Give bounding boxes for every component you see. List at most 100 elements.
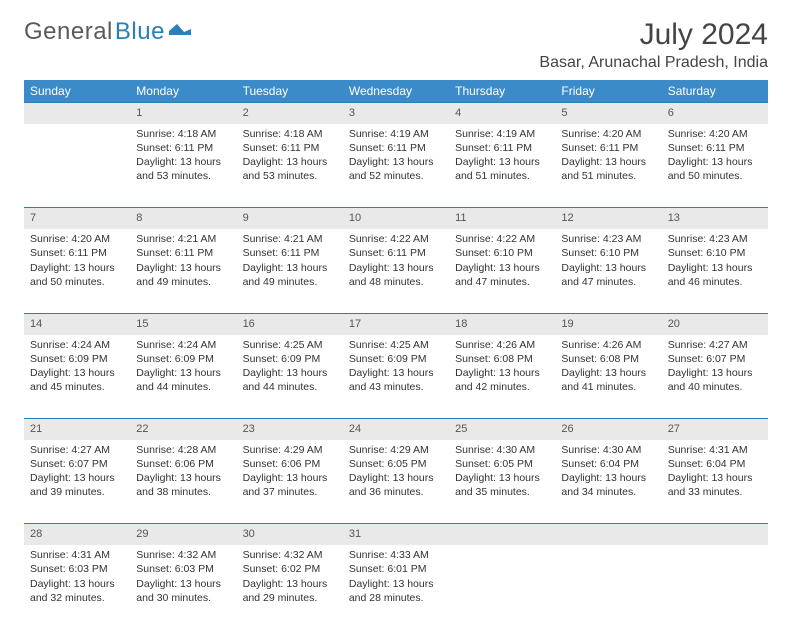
day-content-cell: Sunrise: 4:21 AMSunset: 6:11 PMDaylight:…	[130, 229, 236, 313]
day-number-cell: 27	[662, 419, 768, 440]
daylight-line: Daylight: 13 hours and 29 minutes.	[243, 577, 337, 605]
day-content-cell: Sunrise: 4:27 AMSunset: 6:07 PMDaylight:…	[662, 335, 768, 419]
sunset-line: Sunset: 6:11 PM	[243, 246, 337, 260]
logo: GeneralBlue	[24, 18, 191, 46]
sunset-line: Sunset: 6:11 PM	[243, 141, 337, 155]
title-block: July 2024 Basar, Arunachal Pradesh, Indi…	[539, 18, 768, 72]
daylight-line: Daylight: 13 hours and 40 minutes.	[668, 366, 762, 394]
daylight-line: Daylight: 13 hours and 36 minutes.	[349, 471, 443, 499]
day-content-cell	[662, 545, 768, 629]
day-content-cell	[449, 545, 555, 629]
daynum-row: 21222324252627	[24, 419, 768, 440]
day-content-cell: Sunrise: 4:24 AMSunset: 6:09 PMDaylight:…	[24, 335, 130, 419]
sunrise-line: Sunrise: 4:19 AM	[455, 127, 549, 141]
sunset-line: Sunset: 6:07 PM	[30, 457, 124, 471]
sunrise-line: Sunrise: 4:21 AM	[136, 232, 230, 246]
content-row: Sunrise: 4:31 AMSunset: 6:03 PMDaylight:…	[24, 545, 768, 629]
day-content-cell: Sunrise: 4:23 AMSunset: 6:10 PMDaylight:…	[555, 229, 661, 313]
day-content-cell: Sunrise: 4:23 AMSunset: 6:10 PMDaylight:…	[662, 229, 768, 313]
daylight-line: Daylight: 13 hours and 32 minutes.	[30, 577, 124, 605]
sunrise-line: Sunrise: 4:31 AM	[30, 548, 124, 562]
day-content-cell: Sunrise: 4:28 AMSunset: 6:06 PMDaylight:…	[130, 440, 236, 524]
sunrise-line: Sunrise: 4:22 AM	[455, 232, 549, 246]
day-number-cell: 17	[343, 313, 449, 334]
sunset-line: Sunset: 6:11 PM	[668, 141, 762, 155]
day-content-cell: Sunrise: 4:25 AMSunset: 6:09 PMDaylight:…	[237, 335, 343, 419]
day-number-cell: 9	[237, 208, 343, 229]
sunrise-line: Sunrise: 4:24 AM	[30, 338, 124, 352]
weekday-header: Monday	[130, 80, 236, 103]
daylight-line: Daylight: 13 hours and 53 minutes.	[136, 155, 230, 183]
sunrise-line: Sunrise: 4:19 AM	[349, 127, 443, 141]
sunrise-line: Sunrise: 4:23 AM	[668, 232, 762, 246]
sunset-line: Sunset: 6:02 PM	[243, 562, 337, 576]
day-content-cell: Sunrise: 4:19 AMSunset: 6:11 PMDaylight:…	[449, 124, 555, 208]
month-title: July 2024	[539, 18, 768, 52]
sunrise-line: Sunrise: 4:31 AM	[668, 443, 762, 457]
sunset-line: Sunset: 6:01 PM	[349, 562, 443, 576]
daylight-line: Daylight: 13 hours and 48 minutes.	[349, 261, 443, 289]
sunset-line: Sunset: 6:04 PM	[561, 457, 655, 471]
day-content-cell: Sunrise: 4:20 AMSunset: 6:11 PMDaylight:…	[555, 124, 661, 208]
sunset-line: Sunset: 6:10 PM	[561, 246, 655, 260]
sunset-line: Sunset: 6:11 PM	[561, 141, 655, 155]
daylight-line: Daylight: 13 hours and 34 minutes.	[561, 471, 655, 499]
sunrise-line: Sunrise: 4:32 AM	[243, 548, 337, 562]
day-number-cell: 6	[662, 103, 768, 124]
sunset-line: Sunset: 6:11 PM	[136, 246, 230, 260]
daylight-line: Daylight: 13 hours and 53 minutes.	[243, 155, 337, 183]
daylight-line: Daylight: 13 hours and 49 minutes.	[243, 261, 337, 289]
daylight-line: Daylight: 13 hours and 44 minutes.	[136, 366, 230, 394]
day-number-cell: 3	[343, 103, 449, 124]
sunrise-line: Sunrise: 4:29 AM	[243, 443, 337, 457]
sunrise-line: Sunrise: 4:30 AM	[561, 443, 655, 457]
weekday-header: Friday	[555, 80, 661, 103]
day-number-cell: 23	[237, 419, 343, 440]
daylight-line: Daylight: 13 hours and 47 minutes.	[455, 261, 549, 289]
day-content-cell: Sunrise: 4:27 AMSunset: 6:07 PMDaylight:…	[24, 440, 130, 524]
daynum-row: 28293031	[24, 524, 768, 545]
sunrise-line: Sunrise: 4:30 AM	[455, 443, 549, 457]
day-content-cell: Sunrise: 4:26 AMSunset: 6:08 PMDaylight:…	[555, 335, 661, 419]
weekday-header: Tuesday	[237, 80, 343, 103]
daylight-line: Daylight: 13 hours and 42 minutes.	[455, 366, 549, 394]
day-content-cell: Sunrise: 4:26 AMSunset: 6:08 PMDaylight:…	[449, 335, 555, 419]
sunset-line: Sunset: 6:11 PM	[136, 141, 230, 155]
day-content-cell: Sunrise: 4:21 AMSunset: 6:11 PMDaylight:…	[237, 229, 343, 313]
flag-icon	[169, 18, 191, 46]
daylight-line: Daylight: 13 hours and 46 minutes.	[668, 261, 762, 289]
day-number-cell: 30	[237, 524, 343, 545]
sunset-line: Sunset: 6:05 PM	[455, 457, 549, 471]
sunrise-line: Sunrise: 4:27 AM	[668, 338, 762, 352]
day-content-cell: Sunrise: 4:22 AMSunset: 6:10 PMDaylight:…	[449, 229, 555, 313]
day-number-cell: 7	[24, 208, 130, 229]
daylight-line: Daylight: 13 hours and 37 minutes.	[243, 471, 337, 499]
day-number-cell: 20	[662, 313, 768, 334]
daynum-row: 14151617181920	[24, 313, 768, 334]
weekday-header: Sunday	[24, 80, 130, 103]
day-number-cell: 25	[449, 419, 555, 440]
weekday-header: Thursday	[449, 80, 555, 103]
day-number-cell	[24, 103, 130, 124]
sunrise-line: Sunrise: 4:26 AM	[455, 338, 549, 352]
day-content-cell	[24, 124, 130, 208]
daylight-line: Daylight: 13 hours and 35 minutes.	[455, 471, 549, 499]
sunset-line: Sunset: 6:09 PM	[349, 352, 443, 366]
day-content-cell: Sunrise: 4:30 AMSunset: 6:04 PMDaylight:…	[555, 440, 661, 524]
day-number-cell: 29	[130, 524, 236, 545]
weekday-header-row: SundayMondayTuesdayWednesdayThursdayFrid…	[24, 80, 768, 103]
day-number-cell: 28	[24, 524, 130, 545]
sunrise-line: Sunrise: 4:29 AM	[349, 443, 443, 457]
day-number-cell: 19	[555, 313, 661, 334]
day-number-cell: 13	[662, 208, 768, 229]
sunrise-line: Sunrise: 4:28 AM	[136, 443, 230, 457]
day-number-cell: 1	[130, 103, 236, 124]
sunrise-line: Sunrise: 4:26 AM	[561, 338, 655, 352]
day-content-cell: Sunrise: 4:32 AMSunset: 6:03 PMDaylight:…	[130, 545, 236, 629]
daylight-line: Daylight: 13 hours and 44 minutes.	[243, 366, 337, 394]
sunset-line: Sunset: 6:08 PM	[561, 352, 655, 366]
day-number-cell	[449, 524, 555, 545]
sunset-line: Sunset: 6:06 PM	[136, 457, 230, 471]
day-number-cell: 12	[555, 208, 661, 229]
daylight-line: Daylight: 13 hours and 49 minutes.	[136, 261, 230, 289]
